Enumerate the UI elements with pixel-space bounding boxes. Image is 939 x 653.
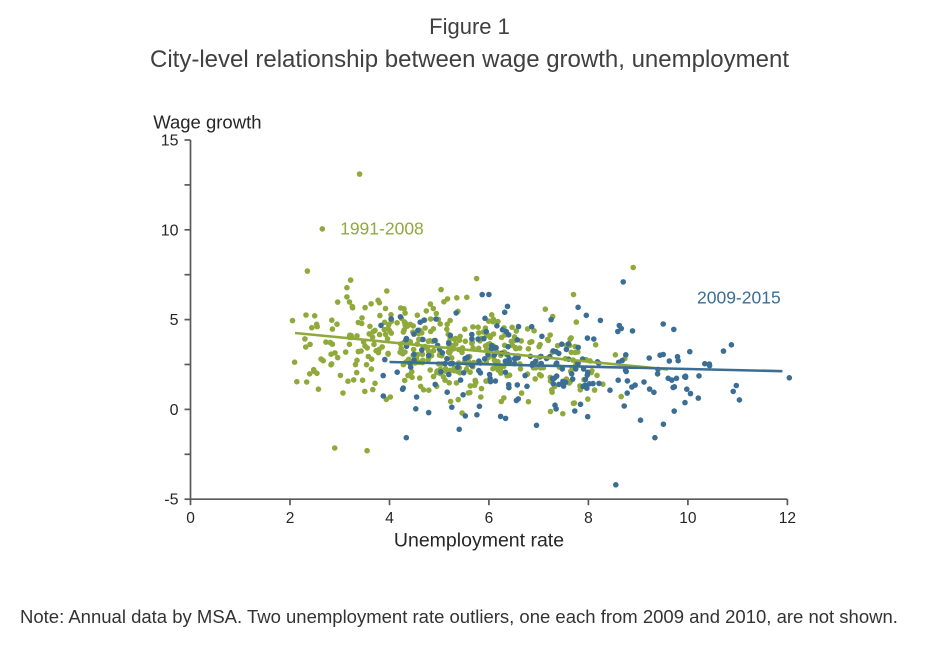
svg-text:2: 2 (286, 510, 295, 527)
svg-text:-5: -5 (164, 492, 178, 509)
svg-text:0: 0 (186, 510, 195, 527)
svg-text:Wage growth: Wage growth (153, 112, 261, 133)
svg-text:15: 15 (161, 133, 179, 150)
svg-text:10: 10 (161, 222, 179, 239)
svg-text:1991-2008: 1991-2008 (340, 218, 424, 238)
svg-text:2009-2015: 2009-2015 (697, 287, 781, 307)
svg-text:0: 0 (170, 402, 179, 419)
svg-text:4: 4 (385, 510, 394, 527)
svg-text:5: 5 (170, 312, 179, 329)
svg-text:10: 10 (679, 510, 697, 527)
svg-text:12: 12 (779, 510, 796, 527)
svg-text:6: 6 (485, 510, 494, 527)
svg-text:Unemployment rate: Unemployment rate (394, 529, 564, 551)
svg-text:8: 8 (584, 510, 593, 527)
